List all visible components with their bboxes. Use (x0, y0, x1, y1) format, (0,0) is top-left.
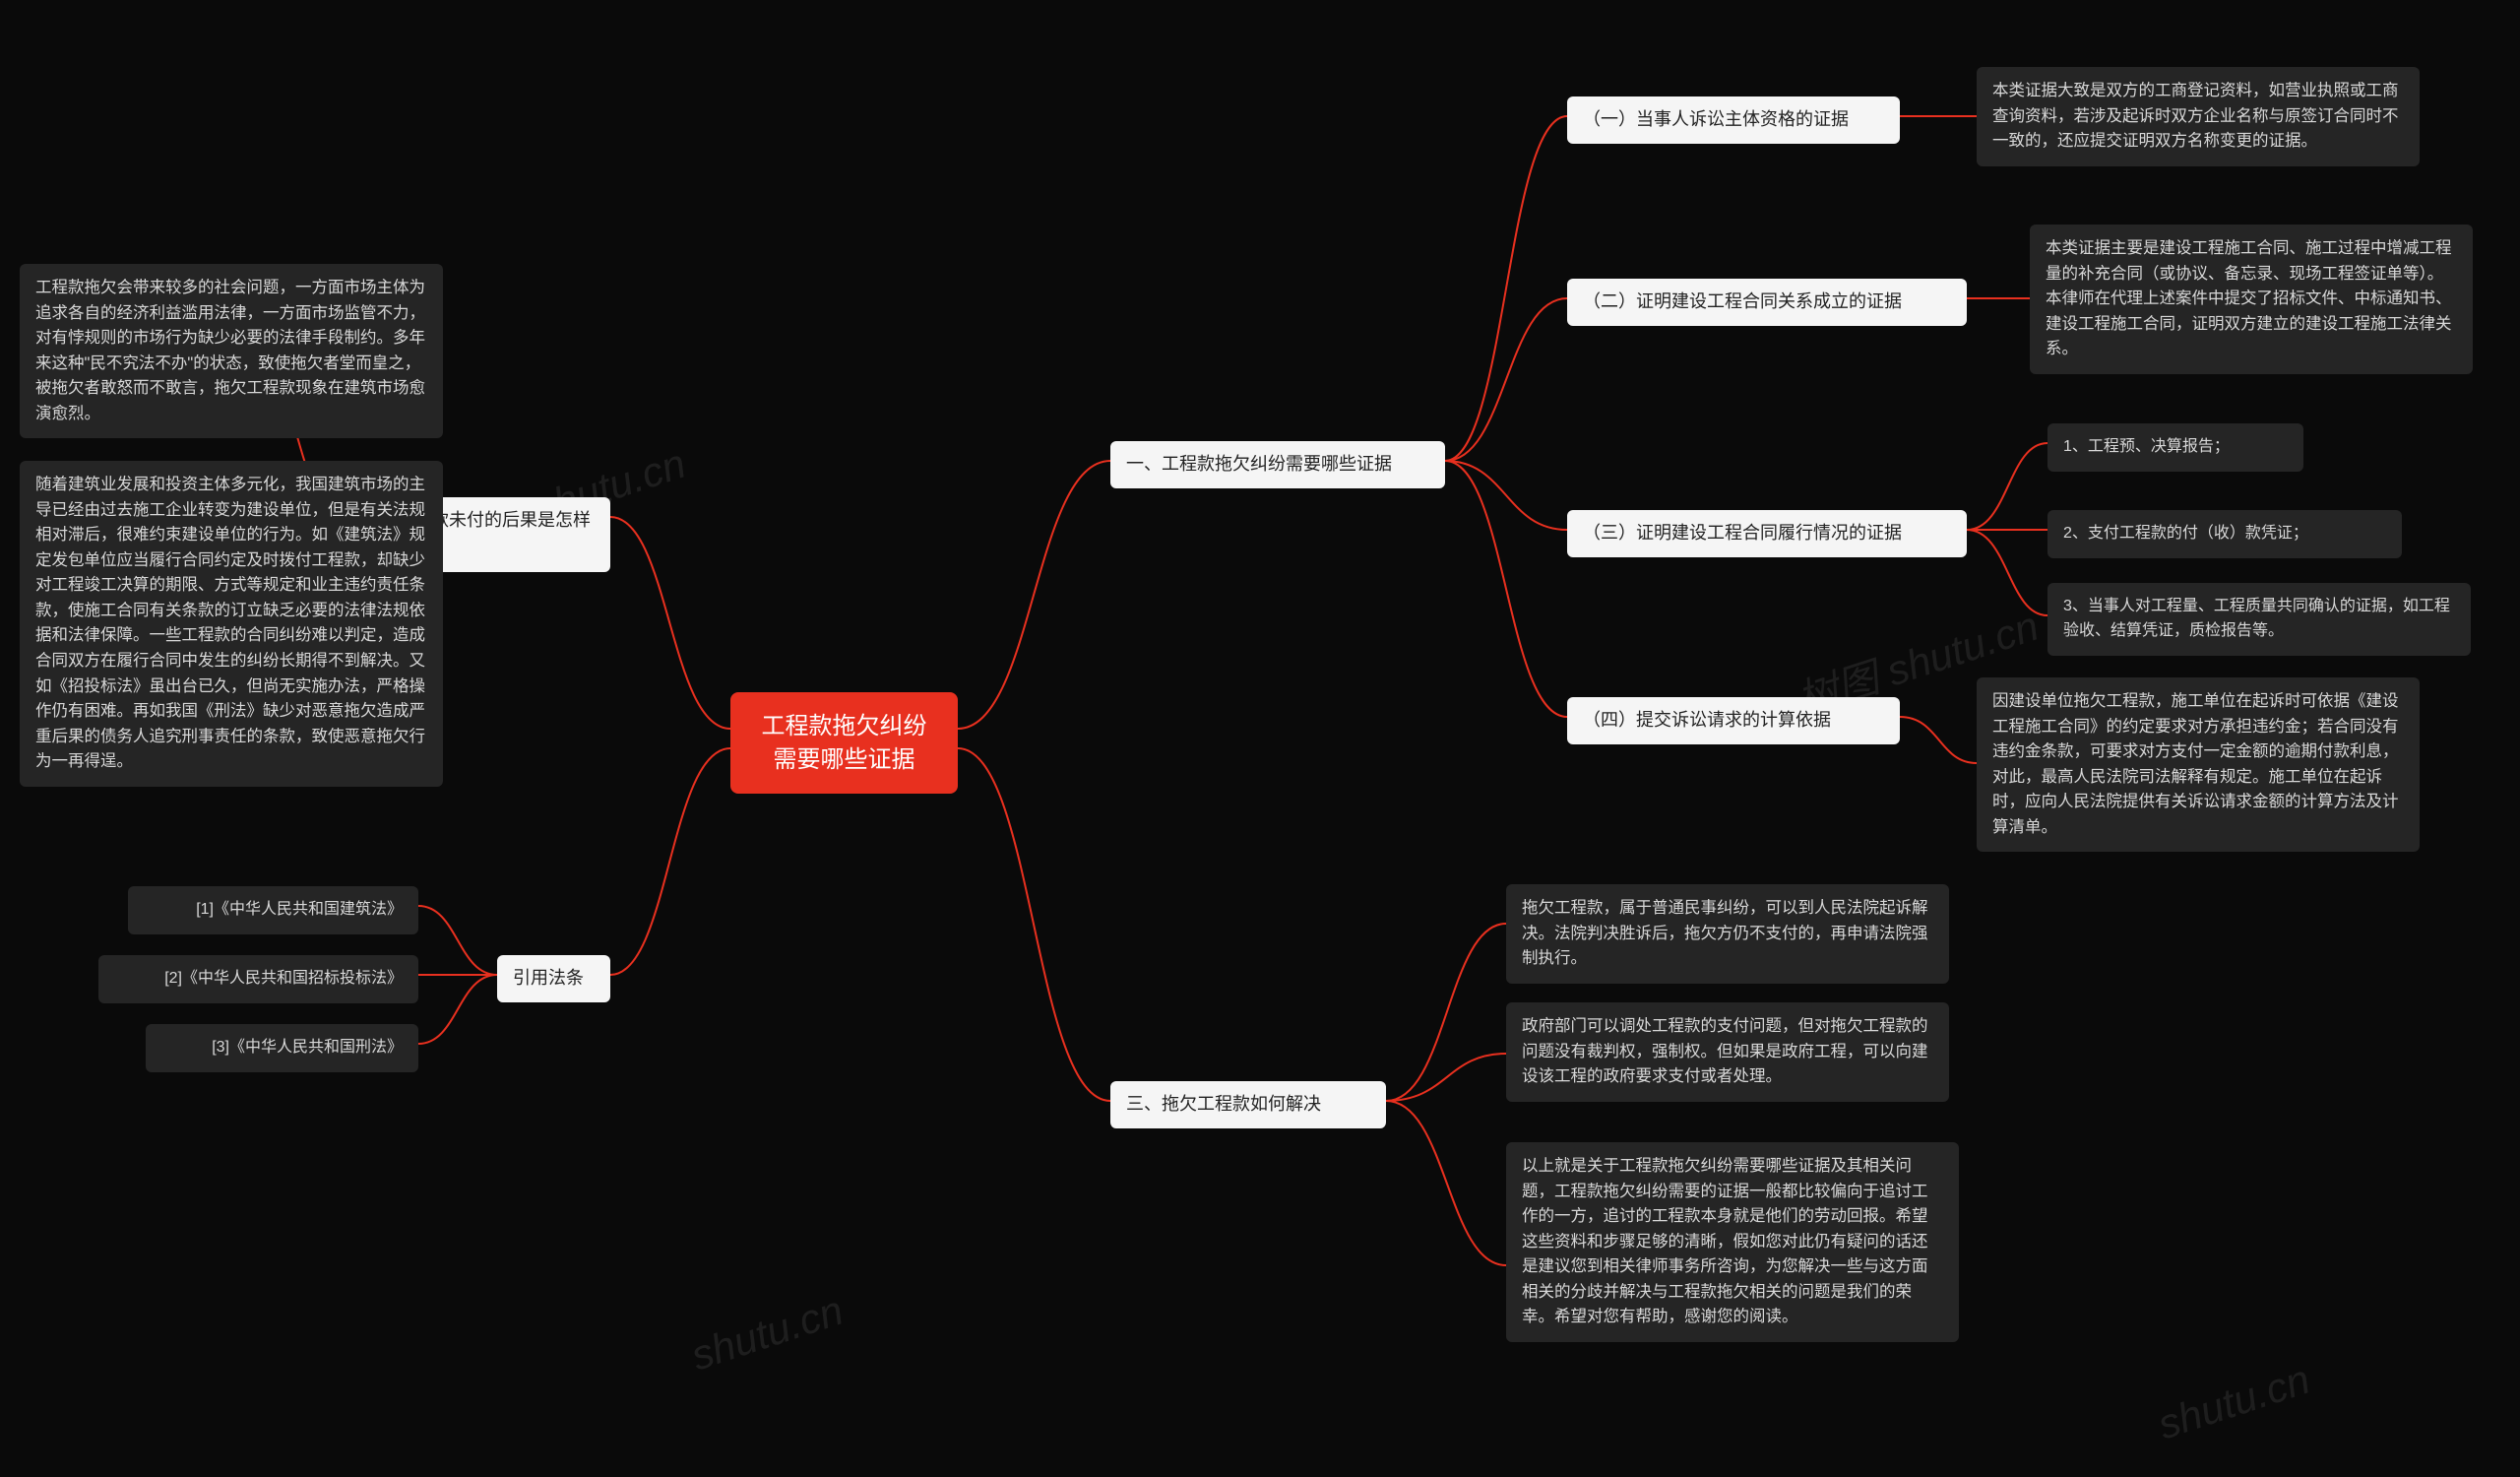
watermark: shutu.cn (685, 1287, 849, 1381)
branch-1-child-3-leaf-2: 2、支付工程款的付（收）款凭证； (2048, 510, 2402, 558)
watermark: shutu.cn (2152, 1356, 2315, 1449)
branch-1-child-2: （二）证明建设工程合同关系成立的证据 (1567, 279, 1967, 326)
branch-law-leaf-2: [2]《中华人民共和国招标投标法》 (98, 955, 418, 1003)
branch-law: 引用法条 (497, 955, 610, 1002)
branch-2-leaf-1: 工程款拖欠会带来较多的社会问题，一方面市场主体为追求各自的经济利益滥用法律，一方… (20, 264, 443, 438)
branch-law-leaf-1: [1]《中华人民共和国建筑法》 (128, 886, 418, 934)
branch-3-leaf-2: 政府部门可以调处工程款的支付问题，但对拖欠工程款的问题没有裁判权，强制权。但如果… (1506, 1002, 1949, 1102)
branch-1-child-3: （三）证明建设工程合同履行情况的证据 (1567, 510, 1967, 557)
branch-3-leaf-1: 拖欠工程款，属于普通民事纠纷，可以到人民法院起诉解决。法院判决胜诉后，拖欠方仍不… (1506, 884, 1949, 984)
branch-2-leaf-2: 随着建筑业发展和投资主体多元化，我国建筑市场的主导已经由过去施工企业转变为建设单… (20, 461, 443, 787)
branch-1-child-1: （一）当事人诉讼主体资格的证据 (1567, 96, 1900, 144)
branch-1-child-3-leaf-3: 3、当事人对工程量、工程质量共同确认的证据，如工程验收、结算凭证，质检报告等。 (2048, 583, 2471, 656)
branch-3-leaf-3: 以上就是关于工程款拖欠纠纷需要哪些证据及其相关问题，工程款拖欠纠纷需要的证据一般… (1506, 1142, 1959, 1342)
branch-3: 三、拖欠工程款如何解决 (1110, 1081, 1386, 1128)
branch-1-child-1-leaf: 本类证据大致是双方的工商登记资料，如营业执照或工商查询资料，若涉及起诉时双方企业… (1977, 67, 2420, 166)
branch-1-child-3-leaf-1: 1、工程预、决算报告； (2048, 423, 2303, 472)
branch-1: 一、工程款拖欠纠纷需要哪些证据 (1110, 441, 1445, 488)
branch-1-child-4: （四）提交诉讼请求的计算依据 (1567, 697, 1900, 744)
branch-1-child-2-leaf: 本类证据主要是建设工程施工合同、施工过程中增减工程量的补充合同（或协议、备忘录、… (2030, 225, 2473, 374)
root-node: 工程款拖欠纠纷需要哪些证据 (730, 692, 958, 794)
mindmap-stage: 树图 shutu.cn shutu.cn shutu.cn shutu.cn (0, 0, 2520, 1477)
branch-law-leaf-3: [3]《中华人民共和国刑法》 (146, 1024, 418, 1072)
branch-1-child-4-leaf: 因建设单位拖欠工程款，施工单位在起诉时可依据《建设工程施工合同》的约定要求对方承… (1977, 677, 2420, 852)
